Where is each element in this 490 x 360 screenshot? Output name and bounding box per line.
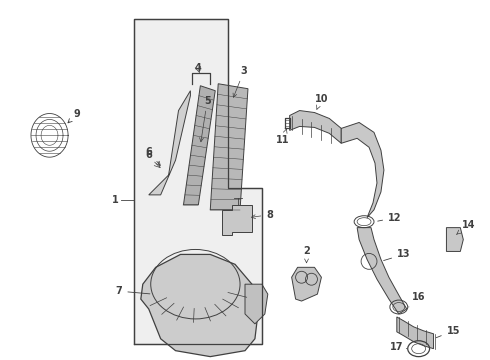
Text: 14: 14	[457, 220, 475, 234]
Text: 3: 3	[233, 66, 247, 97]
Text: 15: 15	[436, 326, 460, 338]
Text: 6: 6	[146, 147, 160, 165]
Polygon shape	[245, 284, 268, 324]
Text: 12: 12	[378, 213, 402, 223]
Text: 17: 17	[390, 342, 407, 352]
Polygon shape	[134, 19, 262, 344]
Text: 6: 6	[146, 150, 152, 160]
Polygon shape	[292, 267, 321, 301]
Text: 1: 1	[112, 195, 119, 205]
Text: 7: 7	[116, 286, 150, 296]
Text: 16: 16	[409, 292, 425, 307]
Polygon shape	[290, 111, 341, 143]
Text: 4: 4	[195, 63, 202, 73]
Polygon shape	[210, 84, 248, 210]
Polygon shape	[357, 228, 407, 314]
Text: 11: 11	[276, 129, 290, 145]
Polygon shape	[222, 205, 252, 235]
Polygon shape	[397, 317, 434, 349]
Polygon shape	[149, 91, 191, 195]
Polygon shape	[141, 255, 258, 357]
Polygon shape	[446, 228, 464, 251]
Text: 10: 10	[315, 94, 328, 109]
Polygon shape	[183, 86, 215, 205]
Text: 2: 2	[303, 247, 310, 263]
Polygon shape	[341, 122, 384, 218]
Text: 9: 9	[68, 108, 81, 123]
Text: 13: 13	[384, 249, 411, 261]
Text: 5: 5	[199, 96, 211, 142]
Text: 8: 8	[251, 210, 273, 220]
